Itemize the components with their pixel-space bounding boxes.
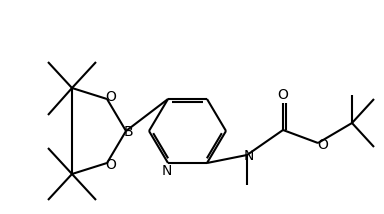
Text: O: O <box>278 88 288 102</box>
Text: O: O <box>106 90 116 104</box>
Text: O: O <box>106 158 116 172</box>
Text: N: N <box>244 149 254 163</box>
Text: B: B <box>123 125 133 139</box>
Text: O: O <box>318 138 328 152</box>
Text: N: N <box>162 164 172 178</box>
